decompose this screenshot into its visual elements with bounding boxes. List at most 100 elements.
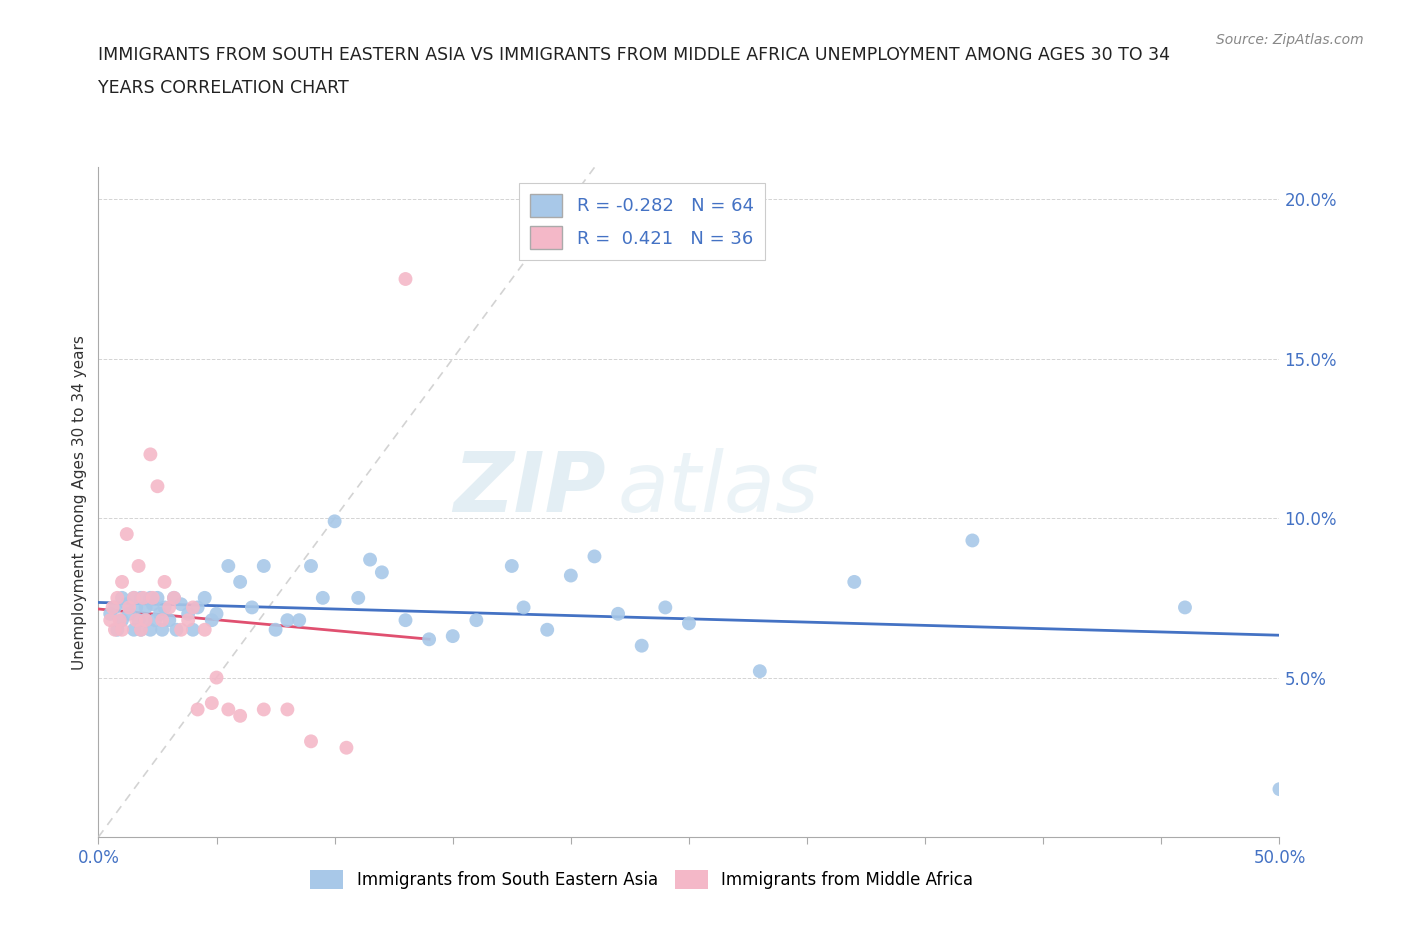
Point: [962, 533, 984, 548]
Point: [748, 664, 770, 679]
Point: [128, 613, 150, 628]
Text: atlas: atlas: [619, 448, 820, 529]
Point: [118, 600, 141, 615]
Point: [139, 622, 162, 637]
Point: [132, 591, 155, 605]
Point: [128, 559, 150, 574]
Point: [105, 591, 128, 605]
Point: [347, 591, 370, 605]
Point: [678, 616, 700, 631]
Point: [122, 591, 145, 605]
Point: [118, 606, 141, 621]
Point: [115, 526, 138, 541]
Point: [194, 622, 217, 637]
Point: [607, 606, 630, 621]
Point: [276, 613, 298, 628]
Point: [394, 613, 416, 628]
Point: [101, 600, 124, 615]
Point: [359, 552, 381, 567]
Point: [111, 591, 134, 605]
Point: [157, 600, 180, 615]
Legend: Immigrants from South Eastern Asia, Immigrants from Middle Africa: Immigrants from South Eastern Asia, Immi…: [304, 863, 980, 896]
Point: [135, 613, 157, 628]
Point: [143, 613, 166, 628]
Point: [394, 272, 416, 286]
Point: [229, 709, 252, 724]
Point: [205, 671, 228, 685]
Point: [253, 559, 276, 574]
Point: [299, 559, 322, 574]
Point: [1174, 600, 1197, 615]
Point: [139, 447, 162, 462]
Point: [177, 606, 200, 621]
Point: [512, 600, 534, 615]
Point: [181, 622, 204, 637]
Point: [139, 591, 162, 605]
Point: [111, 622, 134, 637]
Point: [163, 591, 186, 605]
Point: [177, 613, 200, 628]
Point: [146, 479, 169, 494]
Point: [312, 591, 335, 605]
Point: [844, 575, 866, 590]
Point: [323, 514, 346, 529]
Point: [125, 600, 148, 615]
Point: [135, 613, 157, 628]
Point: [105, 622, 128, 637]
Point: [146, 591, 169, 605]
Point: [201, 696, 224, 711]
Point: [129, 622, 152, 637]
Point: [441, 629, 464, 644]
Point: [142, 591, 165, 605]
Point: [536, 622, 558, 637]
Point: [560, 568, 582, 583]
Point: [630, 638, 652, 653]
Point: [165, 622, 187, 637]
Point: [205, 606, 228, 621]
Text: IMMIGRANTS FROM SOUTH EASTERN ASIA VS IMMIGRANTS FROM MIDDLE AFRICA UNEMPLOYMENT: IMMIGRANTS FROM SOUTH EASTERN ASIA VS IM…: [98, 46, 1170, 64]
Point: [149, 606, 172, 621]
Point: [465, 613, 488, 628]
Point: [163, 591, 186, 605]
Point: [1268, 782, 1291, 797]
Point: [201, 613, 224, 628]
Point: [150, 613, 173, 628]
Point: [217, 702, 239, 717]
Point: [187, 702, 209, 717]
Point: [129, 591, 152, 605]
Point: [98, 613, 121, 628]
Text: Source: ZipAtlas.com: Source: ZipAtlas.com: [1216, 33, 1364, 46]
Point: [583, 549, 606, 564]
Point: [129, 622, 152, 637]
Point: [371, 565, 394, 579]
Point: [501, 559, 523, 574]
Point: [125, 613, 148, 628]
Point: [153, 575, 176, 590]
Point: [418, 631, 440, 646]
Point: [157, 613, 180, 628]
Point: [98, 606, 121, 621]
Point: [111, 613, 134, 628]
Point: [170, 622, 193, 637]
Y-axis label: Unemployment Among Ages 30 to 34 years: Unemployment Among Ages 30 to 34 years: [72, 335, 87, 670]
Point: [181, 600, 204, 615]
Point: [122, 591, 145, 605]
Point: [115, 597, 138, 612]
Point: [111, 575, 134, 590]
Point: [150, 622, 173, 637]
Point: [335, 740, 357, 755]
Text: ZIP: ZIP: [454, 448, 606, 529]
Point: [229, 575, 252, 590]
Point: [153, 600, 176, 615]
Point: [654, 600, 676, 615]
Point: [240, 600, 263, 615]
Point: [194, 591, 217, 605]
Point: [122, 622, 145, 637]
Point: [108, 613, 131, 628]
Point: [264, 622, 287, 637]
Point: [276, 702, 298, 717]
Point: [135, 600, 157, 615]
Point: [142, 597, 165, 612]
Point: [187, 600, 209, 615]
Point: [217, 559, 239, 574]
